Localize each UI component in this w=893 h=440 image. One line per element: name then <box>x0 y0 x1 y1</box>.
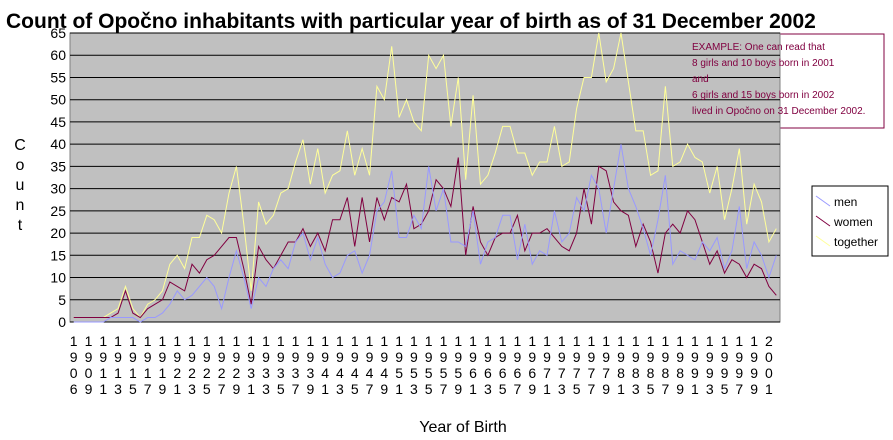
y-tick-label: 40 <box>50 136 66 152</box>
legend-swatch <box>815 195 831 207</box>
series-line <box>73 157 777 319</box>
y-tick-label: 0 <box>58 314 66 330</box>
x-axis-label: Year of Birth <box>419 419 506 436</box>
y-tick-label: 50 <box>50 92 66 108</box>
y-tick-label: 20 <box>50 225 66 241</box>
annotation-line: 6 girls and 15 boys born in 2002 <box>692 90 835 101</box>
series-line <box>73 32 777 319</box>
plot-area <box>69 32 781 323</box>
y-tick-label: 60 <box>50 47 66 63</box>
y-tick-label: 45 <box>50 114 66 130</box>
legend-box <box>811 185 889 257</box>
y-tick-label: 65 <box>50 25 66 41</box>
y-tick-label: 55 <box>50 69 66 85</box>
y-tick-label: 30 <box>50 181 66 197</box>
y-tick-label: 5 <box>58 292 66 308</box>
legend-label: men <box>834 195 857 209</box>
series-line <box>73 144 777 323</box>
legend-swatch <box>815 235 831 247</box>
legend-label: women <box>833 215 873 229</box>
y-tick-label: 15 <box>50 247 66 263</box>
y-tick-label: 25 <box>50 203 66 219</box>
legend-label: together <box>834 235 878 249</box>
y-tick-label: 10 <box>50 270 66 286</box>
y-tick-label: 35 <box>50 158 66 174</box>
annotation-line: EXAMPLE: One can read that <box>692 42 825 53</box>
chart-title: Count of Opočno inhabitants with particu… <box>6 10 816 33</box>
annotation-line: 8 girls and 10 boys born in 2001 <box>692 58 835 69</box>
legend-swatch <box>815 215 831 227</box>
annotation-line: lived in Opočno on 31 December 2002. <box>692 106 865 117</box>
annotation-line: and <box>692 74 709 85</box>
